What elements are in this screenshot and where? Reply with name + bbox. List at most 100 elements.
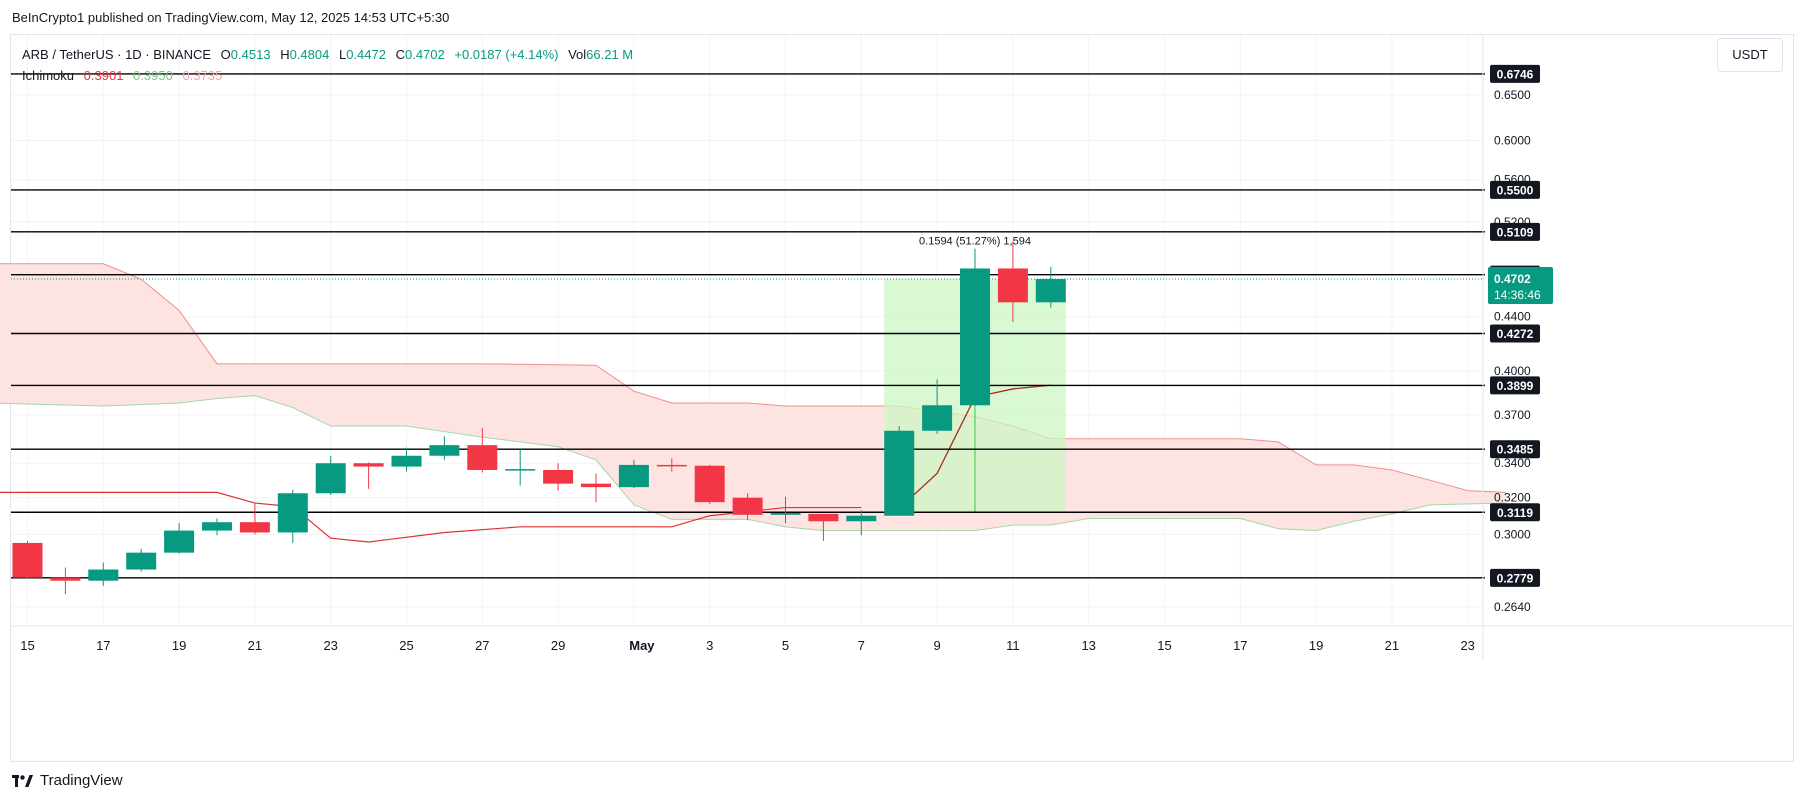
time-tick-label: 9 (933, 638, 940, 653)
level-price-badge (1490, 180, 1540, 199)
candle (808, 513, 839, 542)
candle-body (543, 469, 574, 484)
countdown-label: 14:36:46 (1494, 288, 1541, 302)
high-label: H (280, 47, 290, 62)
candle (277, 489, 308, 543)
low-value: 0.4472 (346, 47, 386, 62)
candle-body (997, 268, 1028, 303)
level-price-badge-label: 0.4272 (1497, 327, 1534, 341)
candle-body (618, 464, 649, 488)
candle-body (126, 552, 157, 570)
current-price-badge (1488, 267, 1553, 305)
candle (1035, 266, 1066, 308)
candle (391, 447, 422, 472)
level-price-badge-label: 0.6746 (1497, 67, 1534, 81)
candle-body (50, 577, 81, 581)
candle-body (732, 497, 763, 515)
candle-body (202, 522, 232, 531)
level-price-badge-label: 0.2779 (1497, 571, 1534, 585)
current-price-label: 0.4702 (1494, 272, 1531, 286)
price-tick-label: 0.3700 (1494, 408, 1531, 422)
level-price-badge (1490, 568, 1540, 587)
candle-body (391, 455, 422, 467)
candle-body (884, 430, 915, 516)
axes: 0.65000.60000.56000.52000.44000.40000.37… (11, 35, 1793, 660)
open-value: 0.4513 (230, 47, 271, 62)
candle (239, 503, 270, 535)
candle (12, 541, 43, 579)
tradingview-logo[interactable]: TradingView (12, 772, 123, 789)
candle (543, 463, 574, 491)
grid (11, 35, 1483, 626)
candle (126, 548, 157, 572)
volume-label: Vol (568, 47, 587, 62)
candle (997, 241, 1028, 322)
level-price-badge (1490, 222, 1540, 241)
level-price-badge (1490, 64, 1540, 83)
candle-body (239, 522, 270, 533)
time-tick-label: 27 (475, 638, 489, 653)
level-price-badge-label: 0.3899 (1497, 379, 1534, 393)
candle-body (581, 483, 611, 488)
candle (732, 493, 763, 521)
level-price-badge-label: 0.5500 (1497, 183, 1534, 197)
candle-body (1035, 279, 1066, 303)
candle-body (656, 464, 687, 467)
time-tick-label: 23 (323, 638, 337, 653)
candle (846, 510, 877, 536)
candle-body (353, 463, 384, 467)
candle (694, 464, 725, 504)
high-value: 0.4804 (289, 47, 330, 62)
candle (50, 567, 81, 595)
price-tick-label: 0.3000 (1494, 527, 1531, 541)
candle (656, 458, 687, 472)
time-tick-label: 17 (96, 638, 110, 653)
candle-body (88, 569, 119, 581)
candle (353, 462, 384, 489)
time-tick-label: 13 (1081, 638, 1095, 653)
price-tick-label: 0.4400 (1494, 310, 1531, 324)
candle (505, 449, 536, 486)
level-price-badge (1490, 503, 1540, 522)
candle-body (960, 268, 990, 406)
time-tick-label: 21 (1385, 638, 1399, 653)
ichimoku-value-3: 0.3735 (182, 68, 223, 83)
candle (581, 473, 611, 503)
currency-button[interactable]: USDT (1717, 38, 1783, 72)
ichimoku-base-line (0, 491, 862, 543)
candle (960, 248, 990, 406)
candle-body (429, 445, 460, 456)
time-tick-label: 29 (551, 638, 565, 653)
ichimoku-value-1: 0.3901 (83, 68, 124, 83)
indicator-row: Ichimoku 0.3901 0.3950 0.3735 (22, 65, 633, 86)
candle (618, 459, 649, 489)
chart-legend: ARB / TetherUS · 1D · BINANCE O0.4513 H0… (22, 44, 633, 86)
candle (922, 379, 953, 434)
price-tick-label: 0.6500 (1494, 88, 1531, 102)
close-value: 0.4702 (404, 47, 445, 62)
volume-value: 66.21 M (586, 47, 634, 62)
close-label: C (395, 47, 405, 62)
candle (429, 436, 460, 460)
ichimoku-value-2: 0.3950 (133, 68, 173, 83)
price-tick-label: 0.3200 (1494, 491, 1531, 505)
candle-body (694, 465, 725, 503)
candle (770, 496, 801, 524)
time-tick-label: 15 (1157, 638, 1171, 653)
level-price-badge (1490, 376, 1540, 395)
candle-body (467, 445, 498, 470)
time-tick-label: 7 (858, 638, 865, 653)
time-tick-label: 21 (248, 638, 262, 653)
indicator-name[interactable]: Ichimoku (22, 68, 75, 83)
symbol-name[interactable]: ARB / TetherUS · 1D · BINANCE (22, 47, 212, 62)
candle-body (922, 405, 953, 431)
time-tick-label: 11 (1006, 638, 1020, 653)
measurement-label: 0.1594 (51.27%) 1,594 (919, 236, 1031, 248)
level-price-badge-label: 0.3485 (1497, 443, 1534, 457)
tradingview-logo-icon (12, 774, 33, 787)
price-tick-label: 0.2640 (1494, 600, 1531, 614)
time-tick-label: 19 (1309, 638, 1323, 653)
candle-body (12, 542, 43, 578)
candle-body (315, 463, 346, 494)
